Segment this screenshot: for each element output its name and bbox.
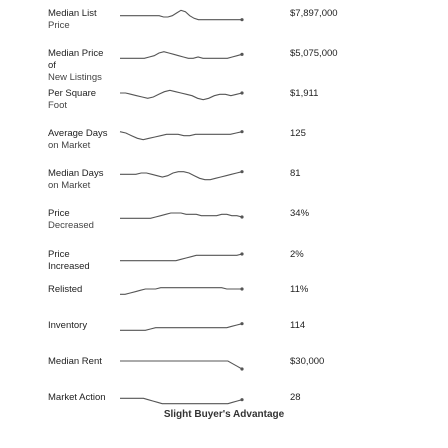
metric-sparkline: [120, 397, 244, 405]
sparkline-end-dot: [240, 130, 244, 134]
metric-sparkline: [120, 170, 244, 181]
metric-label: Price Increased: [48, 249, 112, 273]
metric-label-line1: Average Days: [48, 128, 108, 139]
metric-label-line1: Price: [48, 208, 70, 219]
metric-label-line2: on Market: [48, 180, 91, 191]
metric-value: 81: [290, 168, 301, 179]
sparkline-end-dot: [240, 398, 244, 402]
sparkline-path: [119, 131, 243, 141]
metric-label-line1: Relisted: [48, 284, 83, 295]
metric-label: Price Decreased: [48, 208, 112, 232]
metric-label: Relisted: [48, 284, 112, 296]
sparkline-path: [120, 212, 243, 219]
sparkline-path: [120, 9, 242, 21]
metric-value: 125: [290, 128, 306, 139]
metric-label: Median Rent: [48, 356, 112, 368]
metric-row: Median Price of New Listings $5,075,000: [0, 48, 448, 84]
sparkline-end-dot: [240, 287, 244, 291]
metric-label: Median List Price: [48, 8, 112, 32]
metric-row: Average Days on Market 125: [0, 128, 448, 162]
metric-label-line2: New Listings: [48, 72, 102, 83]
sparkline-end-dot: [240, 367, 244, 371]
sparkline-end-dot: [240, 18, 244, 22]
sparkline-path: [120, 397, 243, 405]
metric-label: Inventory: [48, 320, 112, 332]
metric-sparkline: [120, 89, 244, 101]
metric-label: Median Price of New Listings: [48, 48, 112, 84]
market-summary-footer: Slight Buyer's Advantage: [163, 409, 285, 420]
metric-row: Market Action 28: [0, 392, 448, 426]
metric-sparkline: [120, 322, 244, 331]
sparkline-end-dot: [240, 52, 244, 56]
metric-label-line1: Price Increased: [48, 249, 90, 272]
metric-sparkline: [120, 9, 244, 22]
sparkline-end-dot: [240, 91, 244, 95]
metric-label: Per Square Foot: [48, 88, 112, 112]
metric-row: Median Days on Market 81: [0, 168, 448, 202]
metric-value: 11%: [290, 284, 309, 295]
sparkline-end-dot: [240, 252, 244, 256]
metric-label-line1: Median Rent: [48, 356, 102, 367]
metric-label-line2: on Market: [48, 140, 91, 151]
metric-value: 34%: [290, 208, 310, 219]
sparkline-path: [120, 171, 243, 181]
sparkline-path: [120, 323, 243, 331]
metric-row: Inventory 114: [0, 320, 448, 354]
metric-label-line1: Inventory: [48, 320, 88, 331]
sparkline-path: [120, 287, 242, 295]
metric-label-line2: Decreased: [48, 220, 94, 231]
metric-sparkline: [120, 51, 244, 59]
metric-value: $5,075,000: [290, 48, 338, 59]
metric-row: Price Decreased 34%: [0, 208, 448, 242]
metric-value: 2%: [290, 249, 304, 260]
sparkline-end-dot: [240, 322, 244, 326]
metric-row: Median Rent $30,000: [0, 356, 448, 390]
sparkline-end-dot: [240, 215, 244, 219]
sparkline-path: [120, 360, 243, 370]
sparkline-path: [120, 51, 243, 59]
metric-label-line1: Market Action: [48, 392, 106, 403]
metric-label-line1: Median List: [48, 8, 97, 19]
metric-row: Per Square Foot $1,911: [0, 88, 448, 122]
metric-label: Median Days on Market: [48, 168, 112, 192]
metric-value: 28: [290, 392, 301, 403]
metric-label-line1: Median Days: [48, 168, 104, 179]
metric-label-line2: Price: [48, 20, 70, 31]
metric-sparkline: [120, 360, 244, 371]
metric-row: Relisted 11%: [0, 284, 448, 318]
metric-row: Median List Price $7,897,000: [0, 8, 448, 42]
metric-value: $1,911: [290, 88, 319, 99]
sparkline-path: [120, 89, 243, 101]
metric-value: $7,897,000: [290, 8, 338, 19]
metric-row: Price Increased 2%: [0, 249, 448, 283]
metric-sparkline: [120, 252, 244, 262]
sparkline-end-dot: [240, 170, 244, 174]
metric-label-line1: Median Price of: [48, 48, 104, 71]
metric-sparkline: [120, 287, 244, 295]
metric-value: $30,000: [290, 356, 325, 367]
metric-sparkline: [119, 130, 244, 141]
metric-label: Average Days on Market: [48, 128, 112, 152]
metric-label-line2: Foot: [48, 100, 68, 111]
metric-value: 114: [290, 320, 306, 331]
metric-label: Market Action: [48, 392, 112, 404]
metric-sparkline: [120, 212, 244, 219]
sparkline-path: [120, 253, 243, 262]
metric-label-line1: Per Square: [48, 88, 97, 99]
